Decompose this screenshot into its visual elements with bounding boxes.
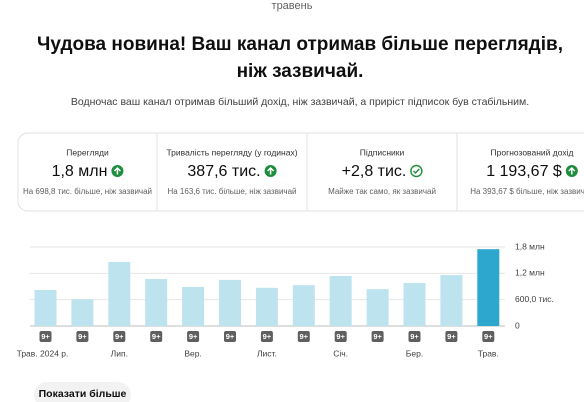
card-note: На 393,67 $ більше, ніж зазвичай bbox=[470, 187, 584, 196]
bar bbox=[366, 289, 389, 326]
bar bbox=[182, 286, 205, 326]
y-tick-label: 0 bbox=[515, 320, 520, 330]
subtitle: Водночас ваш канал отримав більший дохід… bbox=[71, 96, 529, 108]
badge-label: 9+ bbox=[410, 332, 419, 341]
bar bbox=[71, 299, 94, 326]
bar bbox=[329, 275, 352, 326]
bar bbox=[219, 279, 241, 326]
show-more-label[interactable]: Показати більше bbox=[39, 388, 127, 400]
badge bbox=[113, 331, 126, 342]
card-value: 387,6 тис. bbox=[187, 163, 260, 180]
card-note: На 698,8 тис. більше, ніж зазвичай bbox=[23, 187, 152, 196]
bar bbox=[292, 285, 315, 326]
y-tick-label: 1,2 млн bbox=[515, 268, 545, 278]
month: травень bbox=[272, 0, 313, 12]
x-tick-label: Бер. bbox=[406, 348, 423, 358]
card-label: Підписники bbox=[360, 147, 405, 157]
x-tick-label: Січ. bbox=[333, 348, 348, 358]
trend-up-arrow bbox=[568, 166, 576, 175]
badge-label: 9+ bbox=[152, 332, 161, 341]
badge-label: 9+ bbox=[226, 332, 235, 341]
card-value: 1,8 млн bbox=[52, 163, 108, 180]
x-tick-label: Лист. bbox=[257, 348, 277, 358]
card-label: Тривалість перегляду (у годинах) bbox=[166, 147, 297, 157]
title: ніж зазвичай. bbox=[237, 61, 364, 82]
badge-label: 9+ bbox=[373, 332, 382, 341]
badge-label: 9+ bbox=[263, 332, 272, 341]
title: Чудова новина! Ваш канал отримав більше … bbox=[37, 34, 563, 55]
badge-label: 9+ bbox=[447, 332, 456, 341]
y-tick-label: 600,0 тис. bbox=[515, 294, 554, 304]
show-more-button[interactable] bbox=[34, 382, 131, 402]
badge bbox=[445, 331, 458, 342]
badge bbox=[371, 331, 384, 342]
card-label: Перегляди bbox=[66, 147, 109, 157]
badge-label: 9+ bbox=[300, 332, 309, 341]
card-note: Майже так само, як зазвичай bbox=[328, 187, 436, 196]
badge-label: 9+ bbox=[336, 332, 345, 341]
badge-label: 9+ bbox=[115, 332, 124, 341]
bar bbox=[255, 287, 278, 326]
y-tick-label: 1,8 млн bbox=[515, 241, 545, 251]
badge bbox=[76, 331, 89, 342]
bar bbox=[477, 249, 500, 326]
badge bbox=[150, 331, 163, 342]
badge bbox=[297, 331, 310, 342]
card-value: 1 193,67 $ bbox=[486, 163, 562, 180]
badge-label: 9+ bbox=[78, 332, 87, 341]
bar bbox=[440, 275, 463, 326]
cards-frame bbox=[17, 132, 584, 212]
badge bbox=[408, 331, 421, 342]
bar bbox=[34, 290, 57, 326]
x-tick-label: Трав. bbox=[478, 348, 499, 358]
trend-up-arrow bbox=[267, 166, 275, 175]
card-label: Прогнозований дохід bbox=[491, 147, 574, 157]
x-tick-label: Трав. 2024 р. bbox=[17, 348, 69, 358]
badge bbox=[187, 331, 200, 342]
badge-label: 9+ bbox=[484, 332, 493, 341]
bar bbox=[145, 279, 168, 326]
bar bbox=[108, 261, 131, 326]
badge bbox=[260, 331, 273, 342]
x-tick-label: Вер. bbox=[184, 348, 202, 358]
card-value: +2,8 тис. bbox=[342, 163, 407, 180]
bar bbox=[403, 282, 426, 326]
x-tick-label: Лип. bbox=[111, 348, 128, 358]
trend-stable-check bbox=[413, 168, 420, 175]
badge-label: 9+ bbox=[41, 332, 50, 341]
trend-up-arrow bbox=[113, 166, 121, 175]
badge bbox=[39, 331, 52, 342]
badge bbox=[334, 331, 347, 342]
card-note: На 163,6 тис. більше, ніж зазвичай bbox=[167, 187, 296, 196]
badge-label: 9+ bbox=[189, 332, 198, 341]
badge bbox=[482, 331, 495, 342]
badge bbox=[224, 331, 236, 342]
trend-stable-icon bbox=[410, 164, 423, 178]
